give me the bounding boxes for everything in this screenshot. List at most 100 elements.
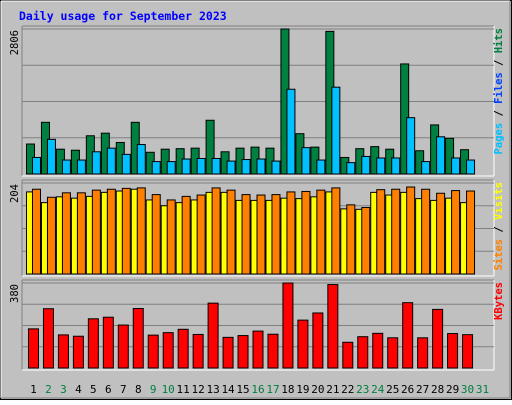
- bar-kbytes-day-17: [267, 333, 279, 369]
- bar-sites-day-26: [406, 186, 416, 275]
- panel-max-label: 2806: [9, 30, 21, 55]
- bar-pages-day-7: [121, 153, 131, 175]
- bar-pages-day-14: [226, 160, 236, 175]
- bar-kbytes-day-7: [117, 324, 129, 369]
- panel-visits-sites: 204 Sites / Visits: [9, 179, 505, 277]
- bar-kbytes-day-25: [387, 337, 399, 369]
- bar-kbytes-day-22: [342, 341, 354, 369]
- panel-legend: Sites / Visits: [493, 182, 505, 271]
- series-sites: [31, 186, 476, 275]
- series-pages: [31, 86, 476, 175]
- bar-pages-day-24: [376, 157, 386, 175]
- bar-sites-day-3: [61, 192, 71, 275]
- day-label-15: 15: [236, 383, 249, 396]
- bar-sites-day-11: [181, 195, 191, 275]
- bar-sites-day-5: [91, 189, 101, 275]
- bar-kbytes-day-4: [72, 335, 84, 369]
- bar-sites-day-22: [346, 204, 356, 275]
- bar-kbytes-day-5: [87, 318, 99, 369]
- panel-legend: KBytes: [493, 282, 505, 320]
- day-label-31: 31: [476, 383, 489, 396]
- bar-sites-day-6: [106, 188, 116, 275]
- bar-kbytes-day-26: [402, 302, 414, 369]
- bar-kbytes-day-24: [372, 332, 384, 369]
- day-label-29: 29: [446, 383, 459, 396]
- panel-kbytes: 380 KBytes: [9, 279, 505, 371]
- bar-pages-day-6: [106, 147, 116, 175]
- series-kbytes: [27, 282, 474, 369]
- bar-sites-day-30: [466, 190, 476, 275]
- bar-pages-day-8: [136, 144, 146, 175]
- bar-kbytes-day-23: [357, 336, 369, 369]
- bar-kbytes-day-8: [132, 308, 144, 369]
- chart-title: Daily usage for September 2023: [19, 9, 227, 23]
- bar-hits-day-13: [205, 119, 215, 175]
- bar-kbytes-day-16: [252, 330, 264, 369]
- panels-layer: 2806 Pages / Files / Hits 204 Sites / Visit…: [9, 25, 505, 371]
- bar-sites-day-23: [361, 207, 371, 275]
- bar-sites-day-20: [316, 189, 326, 275]
- bar-sites-day-4: [76, 192, 86, 275]
- day-labels: 1 2 3 4 5 6 7 8 9 10 11 12 13 14 15 16 17 18 19 20 21 22 23 24 2…: [30, 383, 489, 396]
- bar-sites-day-14: [226, 189, 236, 275]
- day-label-3: 3: [60, 383, 67, 396]
- bar-kbytes-day-3: [57, 334, 69, 369]
- bar-kbytes-day-21: [327, 284, 339, 369]
- bar-kbytes-day-9: [147, 334, 159, 369]
- legend-part: KBytes: [493, 282, 505, 320]
- bar-sites-day-28: [436, 192, 446, 275]
- bar-kbytes-day-6: [102, 316, 114, 369]
- day-label-11: 11: [177, 383, 190, 396]
- bar-sites-day-19: [301, 190, 311, 275]
- bar-kbytes-day-1: [27, 328, 39, 369]
- day-label-16: 16: [251, 383, 264, 396]
- bar-kbytes-day-18: [282, 282, 294, 369]
- bar-sites-day-1: [31, 188, 41, 275]
- bar-pages-day-30: [466, 159, 476, 175]
- series-hits: [25, 28, 470, 175]
- bar-sites-day-7: [121, 187, 131, 275]
- bar-sites-day-25: [391, 188, 401, 275]
- bar-kbytes-day-10: [162, 332, 174, 369]
- day-label-21: 21: [326, 383, 339, 396]
- day-label-23: 23: [356, 383, 369, 396]
- legend-part: Sites: [493, 239, 505, 271]
- day-label-14: 14: [221, 383, 235, 396]
- day-label-20: 20: [311, 383, 324, 396]
- panel-hits-files-pages: 2806 Pages / Files / Hits: [9, 25, 505, 177]
- bar-sites-day-13: [211, 187, 221, 275]
- day-label-12: 12: [192, 383, 205, 396]
- bar-sites-day-8: [136, 187, 146, 275]
- bar-pages-day-23: [361, 155, 371, 175]
- bar-pages-day-12: [196, 157, 206, 175]
- bar-pages-day-16: [256, 158, 266, 175]
- bar-hits-day-29: [445, 137, 455, 175]
- day-label-18: 18: [281, 383, 294, 396]
- legend-part: Hits: [493, 28, 505, 53]
- bar-kbytes-day-27: [417, 337, 429, 369]
- day-label-22: 22: [341, 383, 354, 396]
- legend-part: /: [493, 220, 505, 239]
- bar-kbytes-day-11: [177, 328, 189, 369]
- bar-sites-day-17: [271, 194, 281, 275]
- bar-pages-day-18: [286, 88, 296, 175]
- bar-sites-day-2: [46, 196, 56, 275]
- day-label-24: 24: [371, 383, 385, 396]
- bar-kbytes-day-20: [312, 312, 324, 369]
- bar-pages-day-19: [301, 147, 311, 175]
- bar-sites-day-12: [196, 194, 206, 275]
- bar-pages-day-4: [76, 159, 86, 175]
- bar-pages-day-15: [241, 159, 251, 175]
- bar-sites-day-10: [166, 199, 176, 275]
- panel-max-label: 380: [9, 284, 21, 303]
- legend-part: Files: [493, 72, 505, 104]
- bar-pages-day-20: [316, 159, 326, 175]
- day-label-19: 19: [296, 383, 309, 396]
- bar-sites-day-16: [256, 194, 266, 275]
- bar-pages-day-13: [211, 157, 221, 175]
- bar-pages-day-10: [166, 161, 176, 175]
- day-label-28: 28: [431, 383, 444, 396]
- bar-pages-day-3: [61, 159, 71, 175]
- day-label-30: 30: [461, 383, 474, 396]
- bar-sites-day-29: [451, 190, 461, 275]
